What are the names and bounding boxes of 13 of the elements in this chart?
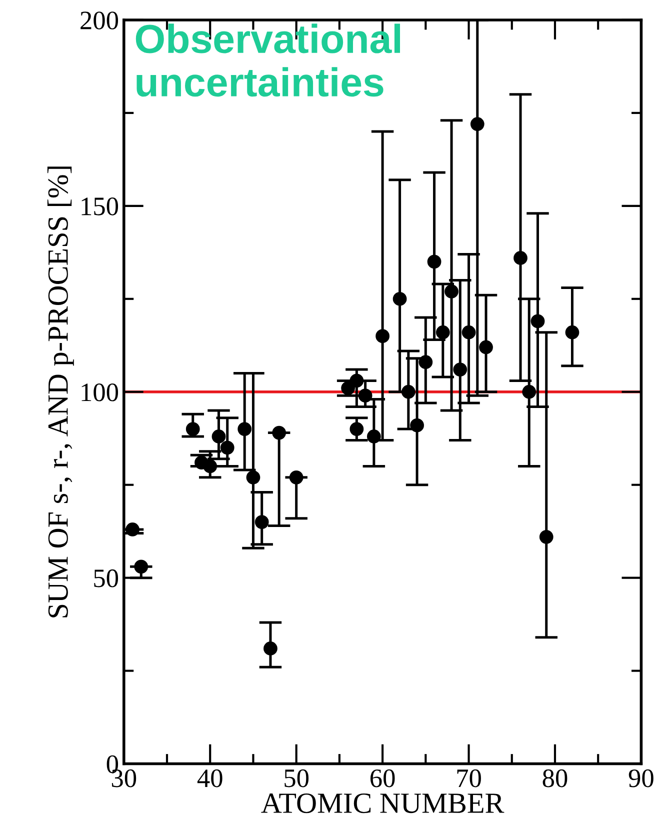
annotation: Observational uncertainties <box>136 24 400 97</box>
x-tick-label: 60 <box>370 769 395 788</box>
y-tick-label: 200 <box>80 12 118 30</box>
y-tick-label: 150 <box>82 198 118 216</box>
y-tick-label: 100 <box>82 383 118 402</box>
y-tick-label: 50 <box>94 569 118 588</box>
x-axis-title: ATOMIC NUMBER <box>261 793 504 814</box>
x-tick-label: 50 <box>284 769 309 788</box>
y-axis-title: SUM OF s-, r-, AND p-PROCESS [%] <box>47 166 74 618</box>
x-tick-label: 40 <box>197 769 222 788</box>
x-tick-label: 90 <box>628 769 654 788</box>
x-tick-label: 70 <box>457 769 481 788</box>
x-tick-label: 80 <box>542 769 568 788</box>
